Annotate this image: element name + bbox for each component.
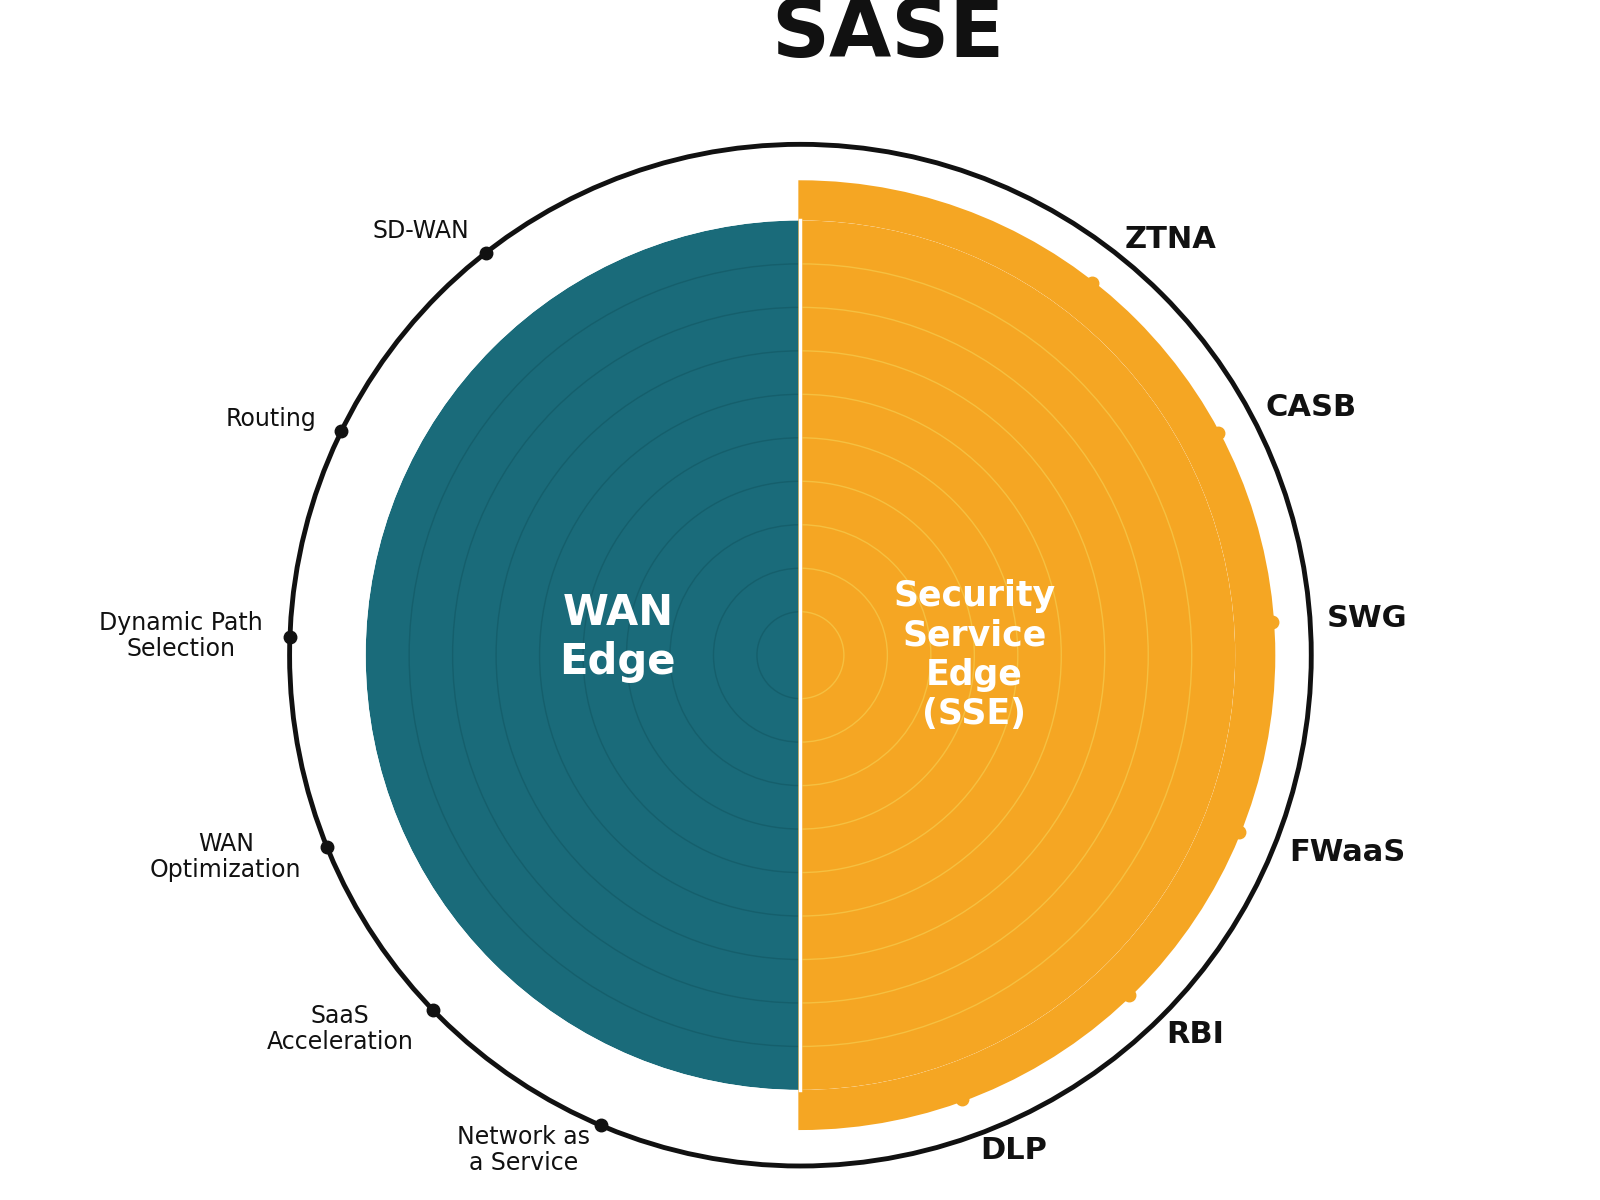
Text: SWG: SWG [1326, 604, 1406, 632]
Text: SASE: SASE [771, 0, 1005, 73]
Text: WAN
Optimization: WAN Optimization [150, 832, 301, 882]
Wedge shape [366, 221, 800, 1090]
Text: Dynamic Path
Selection: Dynamic Path Selection [99, 612, 262, 661]
Text: Security
Service
Edge
(SSE): Security Service Edge (SSE) [893, 580, 1056, 731]
Text: CASB: CASB [1266, 394, 1357, 422]
Text: Network as
a Service: Network as a Service [458, 1126, 590, 1175]
Circle shape [328, 182, 1274, 1128]
Text: DLP: DLP [981, 1136, 1048, 1165]
Text: RBI: RBI [1166, 1020, 1224, 1049]
Text: WAN
Edge: WAN Edge [560, 593, 677, 683]
Text: FWaaS: FWaaS [1290, 838, 1405, 868]
Wedge shape [328, 182, 1274, 1128]
Text: SD-WAN: SD-WAN [373, 220, 469, 244]
Text: ZTNA: ZTNA [1125, 226, 1218, 254]
Text: Routing: Routing [226, 407, 317, 431]
Wedge shape [800, 182, 1274, 1128]
Wedge shape [800, 221, 1235, 1090]
Text: SaaS
Acceleration: SaaS Acceleration [267, 1004, 413, 1054]
